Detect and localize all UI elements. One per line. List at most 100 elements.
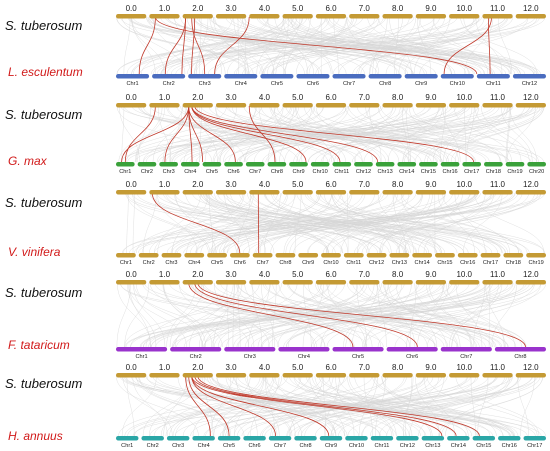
position-tick: 6.0 [325,4,337,13]
background-link [404,192,463,254]
position-tick: 2.0 [192,270,204,279]
background-link [169,282,486,348]
reference-segment [249,190,280,195]
chromosome-bar [116,436,139,441]
chromosome-bar [440,347,492,352]
background-link [237,375,387,437]
background-link [225,192,530,254]
background-link [133,282,166,348]
background-link [186,16,340,75]
background-link [401,192,519,254]
background-link [460,16,538,75]
background-link [347,16,510,75]
background-link [237,282,241,348]
syntenic-link [194,375,457,437]
chromosome-bar [252,253,273,258]
background-link [237,16,240,75]
background-link [237,282,434,348]
reference-segment [315,280,347,285]
chromosome-label: Chr2 [163,81,175,87]
chromosome-bar [440,162,460,167]
background-link [237,282,445,348]
background-link [413,16,450,75]
position-tick: 3.0 [226,4,238,13]
background-link [357,192,523,254]
background-link [394,282,535,348]
background-link [117,282,152,348]
syntenic-link [214,16,250,75]
reference-segment [482,14,513,19]
chromosome-bar [184,253,205,258]
position-tick: 12.0 [523,270,539,279]
background-link [288,282,491,348]
chromosome-label: Chr3 [172,443,184,449]
background-link [139,282,453,348]
background-link [304,192,506,254]
background-link [174,192,408,254]
reference-species-name: S. tuberosum [5,376,82,391]
chromosome-label: Chr1 [136,354,148,360]
background-links [116,16,546,75]
chromosome-label: Chr9 [292,169,304,175]
background-link [403,375,414,437]
background-link [166,282,197,348]
background-link [283,192,332,254]
background-link [505,105,510,163]
background-link [333,16,339,75]
background-link [235,192,478,254]
reference-segment [415,373,447,378]
background-link [170,192,297,254]
background-link [359,282,506,348]
chromosome-bar [457,253,478,258]
background-link [320,282,450,348]
syntenic-link [151,192,241,254]
panel-2: 0.0 1.0 2.0 3.0 4.0 5.0 6.0 7.0 8.0 9.0 10.0 11.0 12… [5,180,546,266]
position-tick: 7.0 [359,4,371,13]
syntenic-link [191,16,196,75]
chromosome-label: Chr7 [257,260,269,266]
reference-segment [116,280,147,285]
background-link [267,105,295,163]
background-link [455,282,483,348]
background-link [210,375,232,437]
background-link [369,16,417,75]
background-link [267,16,315,75]
background-link [174,16,226,75]
chromosome-bar [170,347,222,352]
background-link [217,192,406,254]
background-link [392,192,407,254]
background-link [313,282,541,348]
background-link [160,375,234,437]
position-tick: 10.0 [456,4,472,13]
background-link [366,192,424,254]
background-link [432,105,479,163]
chromosome-bar [375,162,395,167]
background-link [252,282,263,348]
chromosome-label: Chr3 [199,81,211,87]
chromosome-label: Chr10 [450,81,465,87]
background-link [122,375,173,437]
reference-segment [249,373,280,378]
background-link [132,192,135,254]
chromosome-bar [116,162,135,167]
background-link [262,282,497,348]
background-link [142,105,283,163]
background-link [200,192,441,254]
syntenic-link [164,16,186,75]
chromosome-label: Chr10 [323,260,338,266]
background-link [271,16,440,75]
chromosome-bar [116,74,150,79]
chromosome-bar [419,162,438,167]
chromosome-label: Chr9 [415,81,427,87]
reference-segment [315,103,347,108]
background-link [191,105,437,163]
reference-species-name: S. tuberosum [5,195,82,210]
background-link [213,282,255,348]
background-link [474,192,545,254]
chromosome-label: Chr4 [198,443,210,449]
background-link [211,375,536,437]
background-link [190,282,408,348]
chromosome-label: Chr12 [400,443,415,449]
chromosome-label: Chr11 [375,443,390,449]
background-link [216,375,337,437]
